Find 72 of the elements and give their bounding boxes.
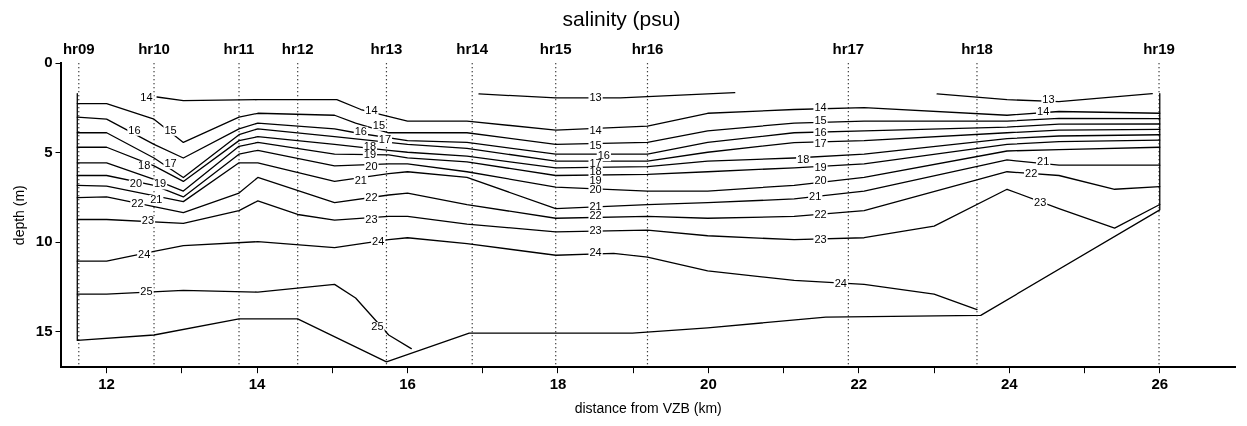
annotation: 13 (589, 90, 602, 103)
ref-line-label: hr12 (281, 39, 314, 57)
x-tick-label: 20 (700, 375, 717, 393)
annotation: 25 (140, 285, 153, 298)
annotation: 17 (164, 156, 177, 169)
ref-line-label: hr19 (1143, 39, 1175, 57)
annotation: 24 (834, 277, 847, 290)
y-tick-label: 5 (44, 142, 53, 160)
ref-line-label: hr15 (539, 39, 572, 57)
annotation: 21 (809, 189, 822, 202)
annotation: 17 (814, 137, 827, 150)
x-tick-label: 24 (1000, 375, 1019, 393)
annotation: 22 (1025, 166, 1038, 179)
annotation: 19 (814, 160, 827, 173)
y-tick-label: 15 (35, 321, 53, 339)
x-tick-label: 16 (399, 375, 416, 393)
annotation: 19 (153, 177, 167, 190)
y-axis-title: depth (m) (11, 185, 28, 246)
annotation: 21 (354, 173, 368, 186)
annotation: 22 (131, 196, 144, 209)
x-tick-label: 18 (549, 375, 567, 393)
y-tick-label: 10 (35, 232, 53, 250)
annotation: 15 (372, 118, 386, 131)
annotation: 24 (138, 248, 151, 261)
annotation: 15 (164, 123, 177, 136)
annotation: 25 (371, 320, 384, 333)
x-tick-label: 26 (1151, 375, 1169, 393)
annotation: 23 (1034, 195, 1047, 208)
ref-line-label: hr18 (961, 39, 993, 57)
annotation: 21 (1037, 154, 1050, 167)
annotation: 24 (372, 234, 385, 247)
ref-line-label: hr16 (631, 39, 664, 57)
annotation: 14 (589, 123, 602, 136)
annotation: 23 (365, 212, 378, 225)
annotation: 20 (129, 177, 143, 190)
ref-line-label: hr10 (138, 39, 170, 57)
annotation: 22 (365, 190, 378, 203)
x-tick-label: 22 (850, 375, 868, 393)
annotation: 16 (128, 123, 141, 136)
annotation: 21 (589, 199, 602, 212)
annotation: 20 (589, 183, 602, 196)
annotation: 23 (141, 214, 155, 227)
ref-line-label: hr13 (370, 39, 403, 57)
y-tick-label: 0 (44, 53, 53, 71)
annotation: 16 (814, 125, 827, 138)
ref-line-label: hr11 (223, 39, 255, 57)
annotation: 14 (814, 100, 827, 113)
annotation: 23 (814, 232, 827, 245)
annotation: 14 (140, 90, 153, 103)
annotation: 24 (589, 246, 602, 259)
annotation: 14 (365, 103, 378, 116)
annotation: 16 (354, 124, 368, 137)
annotation: 15 (814, 114, 827, 127)
x-tick-label: 12 (98, 375, 115, 393)
annotation: 22 (814, 207, 827, 220)
annotation: 15 (589, 138, 602, 151)
annotation: 21 (150, 193, 163, 206)
annotation: 18 (138, 158, 151, 171)
chart-title: salinity (psu) (562, 7, 681, 31)
annotation: 14 (1037, 105, 1050, 118)
annotation: 20 (365, 159, 378, 172)
annotation: 13 (1042, 92, 1055, 105)
annotation: 18 (797, 152, 810, 165)
annotation: 20 (814, 174, 827, 187)
annotation: 23 (589, 223, 602, 236)
x-tick-label: 14 (248, 375, 267, 393)
ref-line-label: hr14 (456, 39, 489, 57)
annotation: 17 (378, 133, 392, 146)
annotation: 22 (589, 209, 602, 222)
x-axis-title: distance from VZB (km) (574, 400, 722, 417)
ref-line-label: hr09 (62, 39, 95, 57)
ref-line-label: hr17 (832, 39, 865, 57)
